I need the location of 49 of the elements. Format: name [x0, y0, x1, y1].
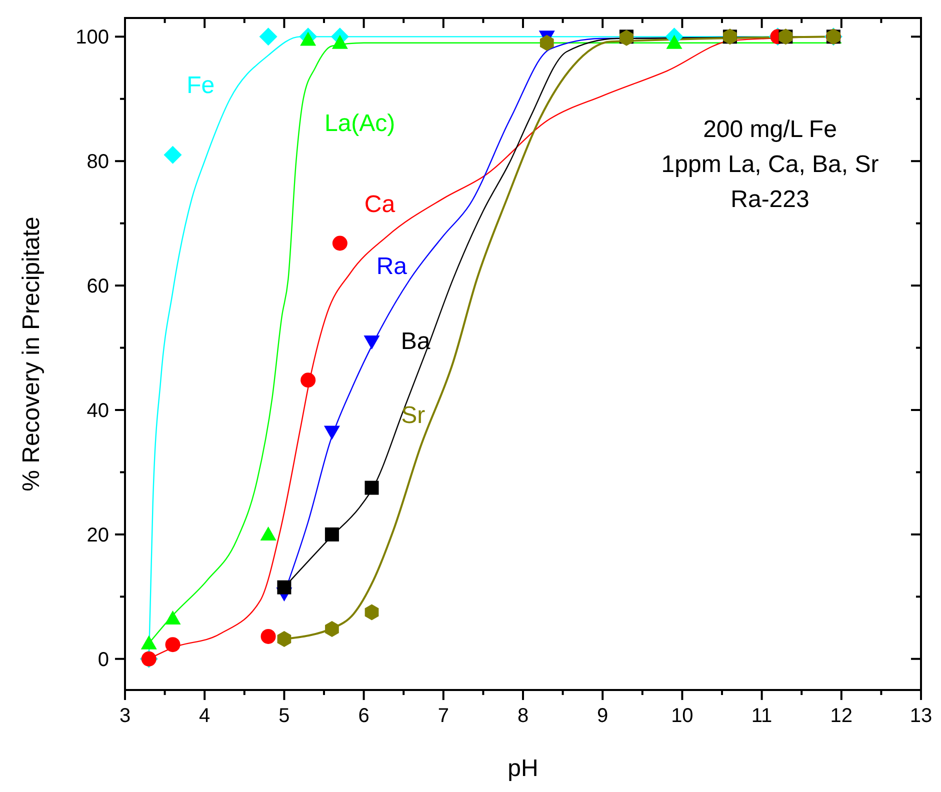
y-tick-label: 0	[98, 648, 109, 671]
annotation: Ra-223	[730, 185, 810, 215]
y-tick-label: 100	[76, 26, 109, 49]
x-tick-label: 6	[358, 705, 370, 727]
point	[364, 604, 379, 620]
point	[324, 527, 339, 542]
x-tick-label: 9	[597, 705, 608, 727]
x-axis-title: pH	[508, 755, 538, 783]
text: Ra	[376, 252, 407, 281]
point	[164, 610, 181, 624]
text: Sr	[401, 402, 426, 430]
x-tick-label: 3	[119, 705, 131, 727]
x-tick-label: 12	[830, 705, 853, 727]
point	[277, 630, 292, 647]
x-tick-label: 10	[671, 705, 694, 727]
x-tick-label: 4	[199, 705, 210, 727]
point	[140, 635, 157, 650]
point	[260, 526, 276, 540]
x-tick-label: 8	[517, 705, 529, 727]
point	[325, 621, 339, 638]
point	[540, 34, 554, 51]
y-tick-label: 60	[86, 276, 109, 298]
point	[300, 32, 316, 46]
text: La(Ac)	[324, 110, 396, 138]
point	[165, 637, 180, 652]
x-tick-label: 11	[751, 705, 772, 727]
point	[364, 480, 379, 495]
annotation: 1ppm La, Ca, Ba, Sr	[661, 150, 879, 180]
y-axis-title: % Recovery in Precipitate	[18, 216, 46, 492]
y-tick-label: 20	[86, 524, 109, 546]
point	[324, 426, 340, 440]
point	[259, 28, 278, 46]
point	[277, 580, 292, 594]
point	[364, 336, 380, 350]
point	[164, 146, 182, 164]
point	[666, 34, 682, 49]
annotation: 200 mg/L Fe	[702, 115, 838, 145]
series-label: Ca	[364, 190, 396, 219]
text: Fe	[186, 72, 215, 100]
point	[332, 236, 348, 251]
y-tick-label: 80	[86, 151, 109, 174]
x-tick-label: 5	[278, 705, 290, 727]
point	[332, 34, 348, 49]
text: Ba	[400, 328, 430, 356]
x-tick-label: 13	[910, 705, 932, 727]
point	[260, 628, 276, 644]
point	[300, 372, 316, 388]
x-tick-label: 7	[438, 705, 449, 727]
y-tick-label: 40	[86, 400, 109, 422]
